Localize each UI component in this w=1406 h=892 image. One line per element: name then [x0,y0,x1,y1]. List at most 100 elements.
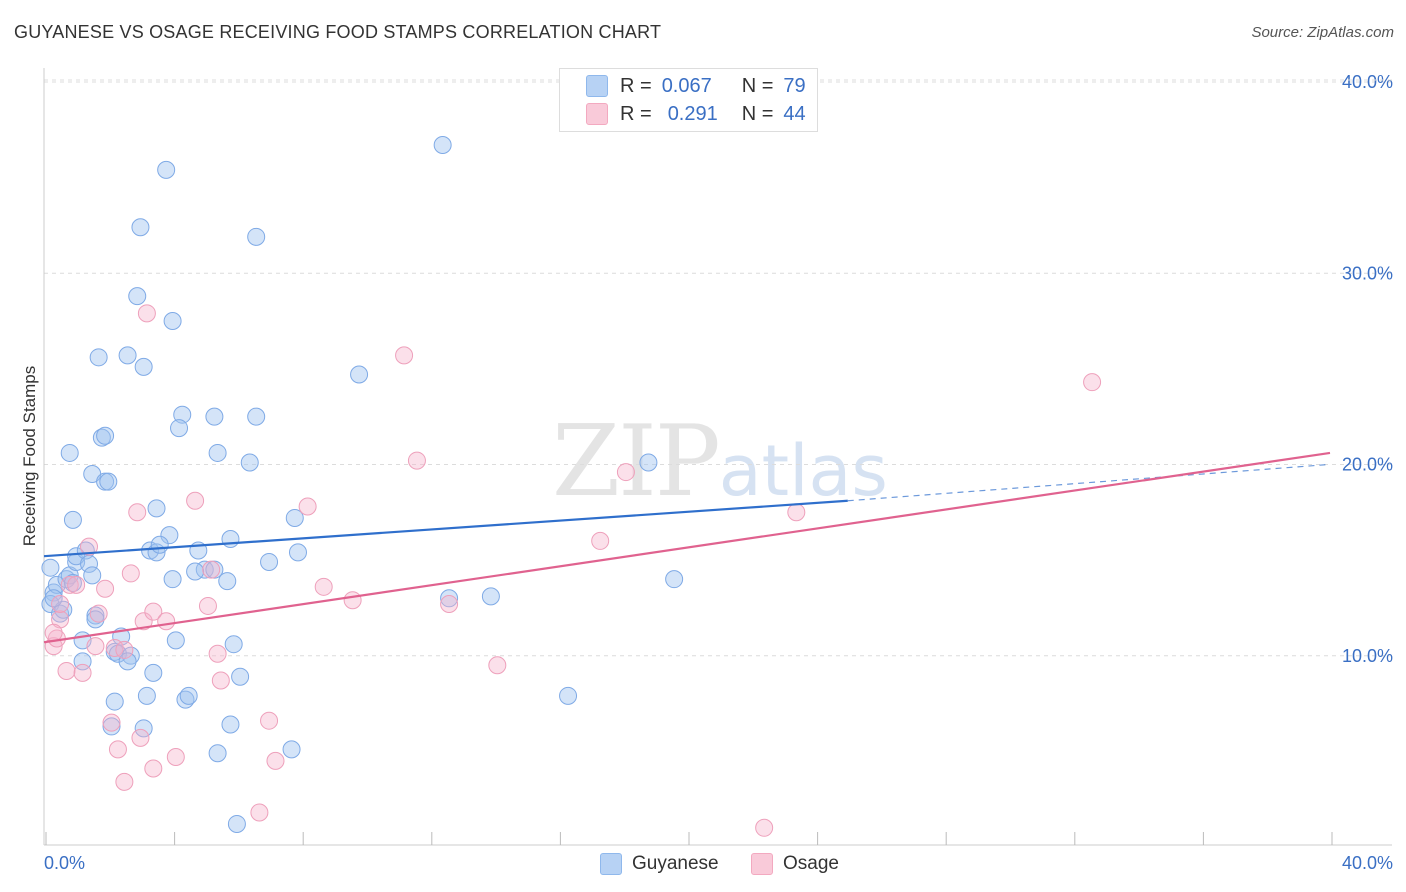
guyanese-point [173,405,192,424]
osage-point [60,575,79,594]
legend-n-value: 79 [783,74,806,97]
guyanese-point [163,311,182,330]
osage-point [67,575,86,594]
bottom-legend-guyanese: Guyanese [600,852,719,876]
guyanese-point [54,600,73,619]
guyanese-point [224,635,243,654]
osage-point [298,497,317,516]
guyanese-point [240,453,259,472]
guyanese-trend-extension [847,463,1331,502]
osage-point [44,623,63,642]
osage-swatch [751,853,773,875]
guyanese-point [285,508,304,527]
osage-point [128,503,147,522]
osage-point [407,451,426,470]
osage-point [314,577,333,596]
osage-point [211,671,230,690]
guyanese-swatch [586,75,608,97]
osage-point [137,304,156,323]
guyanese-point [63,510,82,529]
osage-label: Osage [783,853,839,874]
osage-point [198,596,217,615]
osage-point [73,663,92,682]
osage-point [134,612,153,631]
guyanese-point [227,814,246,833]
guyanese-point [186,562,205,581]
legend-r-value: 0.291 [667,102,718,125]
osage-point [131,728,150,747]
bottom-legend-osage: Osage [751,852,839,876]
guyanese-point [118,652,137,671]
guyanese-point [131,218,150,237]
y-tick-label: 30.0% [1342,263,1393,283]
guyanese-point [559,686,578,705]
guyanese-point [96,426,115,445]
guyanese-point [218,572,237,591]
osage-point [343,591,362,610]
osage-point [80,537,99,556]
legend-r-value: 0.067 [661,74,712,97]
guyanese-point [128,287,147,306]
osage-point [86,637,105,656]
guyanese-point [163,570,182,589]
osage-point [202,560,221,579]
osage-point [102,713,121,732]
guyanese-point [157,160,176,179]
y-tick-label: 10.0% [1342,646,1393,666]
guyanese-point [92,428,111,447]
correlation-legend: R = 0.067 N = 79 R = 0.291 N = 44 [559,68,818,132]
guyanese-point [481,587,500,606]
legend-row-osage: R = 0.291 N = 44 [586,102,806,126]
chart-title: GUYANESE VS OSAGE RECEIVING FOOD STAMPS … [14,22,662,42]
guyanese-point [134,357,153,376]
osage-point [157,612,176,631]
guyanese-point [83,566,102,585]
osage-point [260,711,279,730]
osage-trend-line [43,451,1331,644]
guyanese-swatch [600,853,622,875]
osage-point [616,463,635,482]
guyanese-label: Guyanese [632,853,719,874]
osage-point [115,772,134,791]
guyanese-point [86,606,105,625]
osage-point [250,803,269,822]
legend-r-label: R = [620,102,652,125]
guyanese-point [41,558,60,577]
guyanese-point [221,530,240,548]
guyanese-point [288,543,307,562]
osage-point [51,595,70,614]
guyanese-point [665,570,684,589]
osage-point [208,644,227,663]
x-tick-label: 0.0% [44,853,85,873]
guyanese-point [99,472,118,491]
guyanese-point [205,407,224,426]
guyanese-point [350,365,369,384]
legend-row-guyanese: R = 0.067 N = 79 [586,74,806,98]
guyanese-point [282,740,301,759]
guyanese-point [639,453,658,472]
osage-point [395,346,414,365]
osage-point [755,818,774,837]
watermark-zip: ZIP [552,405,721,519]
guyanese-point [166,631,185,650]
watermark-atlas: atlas [718,430,888,512]
guyanese-point [208,443,227,462]
guyanese-point [47,575,66,594]
guyanese-trend-line [43,499,848,558]
osage-point [108,740,127,759]
source-label: Source: ZipAtlas.com [1251,24,1394,41]
osage-point [121,564,140,583]
guyanese-point [86,610,105,629]
guyanese-point [231,667,250,686]
guyanese-point [247,407,266,426]
guyanese-point [208,744,227,763]
guyanese-point [144,663,163,682]
guyanese-point [179,686,198,705]
guyanese-point [247,227,266,246]
guyanese-point [134,719,153,738]
legend-n-label: N = [741,74,774,97]
guyanese-point [63,573,82,592]
osage-swatch [586,103,608,125]
legend-r-label: R = [620,74,652,97]
osage-point [266,751,285,770]
